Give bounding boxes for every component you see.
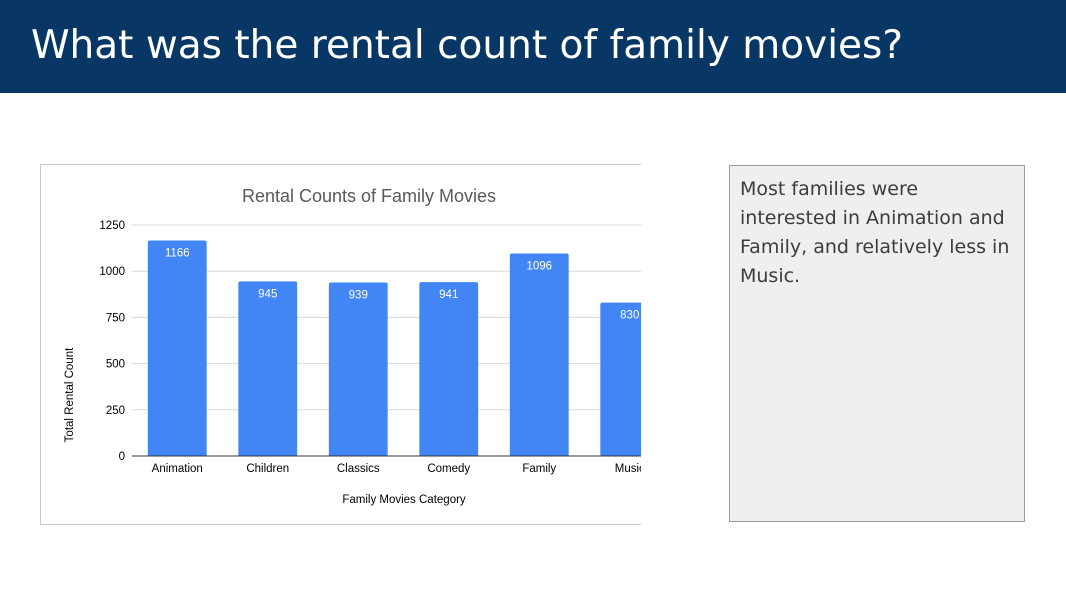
data-label: 1166	[165, 248, 190, 260]
y-tick-label: 1250	[99, 220, 125, 232]
note-text: Most families were interested in Animati…	[740, 178, 1010, 287]
x-tick-labels: Animation Children Classics Comedy Family Mus…	[152, 463, 641, 475]
x-tick-label: Comedy	[427, 463, 470, 475]
bar-family	[509, 253, 569, 456]
x-tick-label: Classics	[337, 463, 380, 475]
bar-comedy	[419, 282, 479, 456]
x-tick-label: Music	[615, 463, 641, 475]
bar-classics	[328, 282, 388, 456]
y-tick-label: 750	[106, 312, 125, 324]
bar-music	[600, 302, 641, 456]
bars	[147, 240, 641, 456]
x-tick-label: Family	[522, 463, 556, 475]
x-axis-label: Family Movies Category	[342, 494, 466, 506]
y-tick-labels: 0 250 500 750 1000 1250	[99, 220, 125, 463]
note-box: Most families were interested in Animati…	[729, 165, 1025, 522]
y-tick-label: 1000	[99, 266, 125, 278]
bar-children	[238, 281, 298, 456]
y-tick-label: 500	[106, 359, 125, 371]
data-label: 1096	[526, 260, 552, 272]
y-axis-label: Total Rental Count	[64, 347, 76, 442]
bar-chart: Rental Counts of Family Movies Total Ren…	[64, 186, 641, 506]
data-label: 939	[349, 289, 368, 301]
x-tick-label: Children	[246, 463, 289, 475]
header-bar	[0, 0, 1066, 93]
data-label: 945	[258, 288, 277, 300]
data-label: 941	[439, 289, 458, 301]
y-tick-label: 250	[106, 405, 125, 417]
slide-title: What was the rental count of family movi…	[31, 23, 904, 68]
chart-panel: Rental Counts of Family Movies Total Ren…	[40, 164, 641, 525]
data-label: 830	[620, 310, 639, 322]
chart-title: Rental Counts of Family Movies	[242, 186, 496, 206]
bar-animation	[147, 240, 207, 456]
gridlines	[132, 224, 641, 411]
x-tick-label: Animation	[152, 463, 203, 475]
data-labels: 1166 945 939 941 1096 830	[165, 248, 639, 322]
y-tick-label: 0	[119, 451, 125, 463]
